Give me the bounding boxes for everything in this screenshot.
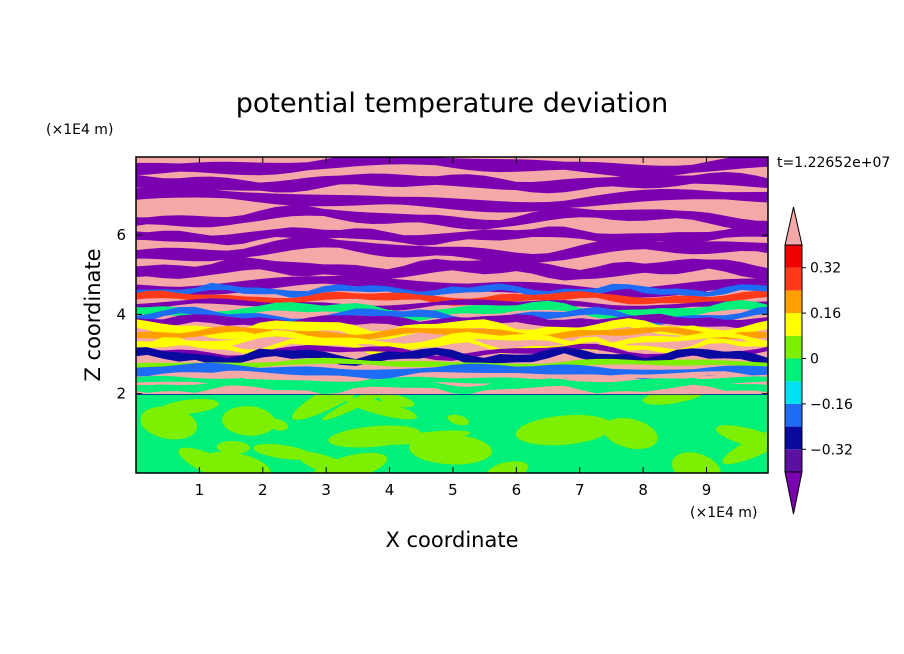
colorbar-label: −0.32: [810, 442, 853, 458]
contour-patch: [216, 440, 251, 454]
contour-band: [136, 298, 768, 312]
x-tick-label: 1: [195, 481, 205, 499]
colorbar-swatch: [785, 290, 802, 314]
contour-patch: [266, 418, 289, 431]
contour-patch: [671, 452, 722, 473]
contour-band: [136, 257, 768, 281]
contour-patch: [202, 451, 271, 473]
time-label: t=1.22652e+07: [777, 155, 890, 171]
contour-band: [136, 172, 768, 194]
colorbar-swatch: [785, 313, 802, 336]
colorbar-swatch: [785, 335, 802, 359]
contour-band: [136, 357, 768, 370]
x-tick-label: 6: [512, 481, 522, 499]
contour-band: [136, 336, 768, 356]
colorbar-max-arrow: [784, 206, 803, 246]
contour-band: [136, 236, 768, 264]
contour-plot-area: [135, 156, 769, 474]
y-tick-label: 2: [116, 385, 126, 403]
colorbar-label: 0.16: [810, 306, 841, 322]
contour-patch: [378, 430, 471, 445]
colorbar-swatch: [785, 403, 802, 427]
contour-band: [136, 186, 768, 213]
contour-band: [136, 377, 768, 395]
y-axis-label: Z coordinate: [81, 248, 105, 381]
y-tick-label: 6: [116, 226, 126, 244]
colorbar-min-arrow: [784, 471, 803, 515]
contour-patch: [378, 394, 415, 408]
x-tick-label: 8: [638, 481, 648, 499]
contour-band: [136, 290, 768, 306]
plot-frame: [135, 156, 769, 474]
contour-patch: [291, 394, 379, 420]
contour-patch: [160, 398, 219, 415]
contour-patch: [642, 394, 706, 405]
colorbar-swatch: [785, 426, 802, 450]
contour-band: [136, 157, 768, 178]
contour-patch: [487, 461, 529, 473]
contour-band: [136, 325, 768, 341]
x-tick-label: 5: [448, 481, 458, 499]
colorbar-label: −0.16: [810, 397, 853, 413]
contour-patch: [140, 406, 198, 440]
contour-patch: [447, 414, 470, 426]
y-tick-label: 4: [116, 305, 126, 323]
x-tick-label: 3: [321, 481, 331, 499]
x-unit-label: (×1E4 m): [690, 505, 757, 521]
colorbar-swatch: [785, 245, 802, 268]
contour-band: [136, 343, 768, 361]
y-unit-label: (×1E4 m): [46, 122, 113, 138]
contour-patch: [603, 417, 658, 450]
x-axis-label: X coordinate: [385, 528, 518, 552]
colorbar: 0.32 0.16 0 −0.16 −0.32: [784, 206, 853, 515]
colorbar-label: 0.32: [810, 261, 841, 277]
contour-patch: [346, 397, 418, 420]
contour-band: [136, 370, 768, 384]
contour-patch: [515, 414, 613, 446]
contour-patch: [253, 443, 312, 460]
x-tick-label: 4: [385, 481, 395, 499]
x-axis: 1 2 3 4 5 6 7 8 9: [195, 157, 712, 499]
contour-patch: [222, 406, 276, 436]
x-tick-label: 2: [258, 481, 268, 499]
colorbar-swatch: [785, 267, 802, 291]
colorbar-swatch: [785, 381, 802, 404]
contour-band: [136, 205, 768, 230]
contour-patch: [715, 425, 768, 451]
x-tick-label: 9: [702, 481, 712, 499]
contour-band: [136, 282, 768, 299]
colorbar-label: 0: [810, 352, 819, 368]
colorbar-swatch: [785, 358, 802, 382]
y-axis: 2 4 6: [116, 226, 768, 403]
colorbar-swatch: [785, 449, 802, 472]
chart-title: potential temperature deviation: [236, 88, 668, 119]
x-tick-label: 7: [575, 481, 585, 499]
